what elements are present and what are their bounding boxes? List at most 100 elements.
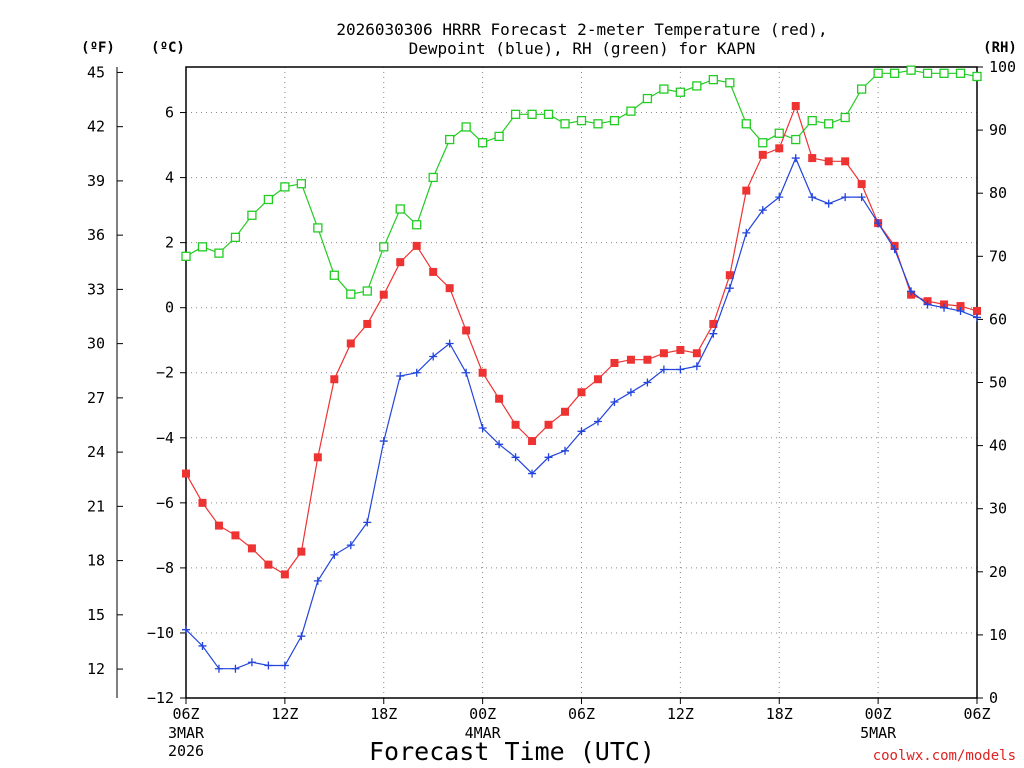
dewpoint-point bbox=[907, 287, 916, 296]
dewpoint-point bbox=[824, 199, 833, 208]
x-date-label: 5MAR bbox=[860, 724, 897, 742]
x-tick-label: 18Z bbox=[370, 705, 397, 723]
celsius-tick-label: −12 bbox=[147, 689, 174, 707]
fahrenheit-tick-label: 39 bbox=[87, 172, 105, 190]
rh-point bbox=[741, 119, 751, 129]
dewpoint-point bbox=[973, 313, 981, 322]
dewpoint-point bbox=[544, 453, 553, 462]
2-meter-temperature-point bbox=[247, 544, 256, 553]
rh-point bbox=[758, 138, 768, 148]
rh-point bbox=[807, 115, 817, 126]
x-date-label: 3MAR bbox=[168, 724, 205, 742]
rh-point bbox=[296, 179, 307, 189]
series-layer bbox=[181, 65, 982, 673]
rh-point bbox=[642, 93, 653, 104]
2-meter-temperature-point bbox=[478, 368, 487, 377]
2-meter-temperature-point bbox=[791, 102, 800, 111]
dewpoint-point bbox=[742, 228, 751, 237]
dewpoint-point bbox=[758, 206, 767, 215]
rh-tick-label: 0 bbox=[989, 689, 998, 707]
dewpoint-point bbox=[363, 518, 372, 527]
2-meter-temperature-point bbox=[214, 521, 223, 530]
celsius-tick-label: 4 bbox=[165, 169, 174, 187]
rh-point bbox=[955, 68, 966, 78]
2-meter-temperature-point bbox=[528, 437, 537, 446]
celsius-tick-label: 2 bbox=[165, 234, 174, 252]
dewpoint-point bbox=[231, 664, 240, 673]
2-meter-temperature-point bbox=[511, 420, 520, 429]
rh-point bbox=[230, 232, 241, 243]
dewpoint-point bbox=[857, 193, 866, 202]
2-meter-temperature-point bbox=[264, 560, 273, 569]
dewpoint-point bbox=[923, 300, 932, 309]
2-meter-temperature-point bbox=[742, 186, 751, 195]
2-meter-temperature-point bbox=[544, 420, 553, 429]
rh-tick-label: 90 bbox=[989, 121, 1007, 139]
2-meter-temperature-point bbox=[659, 349, 668, 358]
rh-point bbox=[791, 134, 801, 145]
2-meter-temperature-point bbox=[775, 144, 784, 153]
2-meter-temperature-point bbox=[973, 306, 981, 315]
rh-point bbox=[626, 106, 636, 116]
dewpoint-point bbox=[429, 352, 438, 361]
fahrenheit-tick-label: 30 bbox=[87, 335, 105, 353]
dewpoint-point bbox=[956, 306, 965, 315]
rh-tick-label: 40 bbox=[989, 437, 1007, 455]
dewpoint-point bbox=[593, 417, 602, 426]
2-meter-temperature-point bbox=[824, 157, 833, 166]
dewpoint-point bbox=[198, 641, 207, 650]
rh-point bbox=[428, 172, 438, 183]
dewpoint-point bbox=[478, 424, 487, 433]
rh-point bbox=[461, 122, 471, 132]
rh-tick-label: 30 bbox=[989, 500, 1007, 518]
fahrenheit-tick-label: 33 bbox=[87, 280, 105, 298]
rh-point bbox=[824, 119, 834, 129]
dewpoint-point bbox=[528, 469, 537, 478]
x-date-label: 4MAR bbox=[465, 724, 502, 742]
celsius-tick-label: −10 bbox=[147, 624, 174, 642]
rh-point bbox=[412, 220, 422, 230]
rh-point bbox=[510, 109, 521, 119]
rh-tick-label: 50 bbox=[989, 374, 1007, 392]
2-meter-temperature-point bbox=[593, 375, 602, 384]
dewpoint-point bbox=[643, 378, 652, 387]
dewpoint-point bbox=[874, 219, 883, 228]
dewpoint-point bbox=[412, 368, 421, 377]
fahrenheit-tick-label: 42 bbox=[87, 118, 105, 136]
dewpoint-point bbox=[214, 664, 223, 673]
rh-unit-label: (RH) bbox=[983, 40, 1017, 56]
rh-point bbox=[494, 131, 504, 142]
rh-point bbox=[346, 289, 356, 299]
2-meter-temperature-point bbox=[231, 531, 240, 540]
rh-point bbox=[560, 119, 570, 129]
celsius-tick-label: 6 bbox=[165, 104, 174, 122]
rh-point bbox=[527, 109, 537, 119]
dewpoint-point bbox=[462, 368, 471, 377]
celsius-tick-label: −2 bbox=[156, 364, 174, 382]
rh-point bbox=[840, 112, 850, 123]
rh-point bbox=[197, 242, 208, 252]
rh-point bbox=[774, 128, 784, 138]
2-meter-temperature-point bbox=[396, 258, 405, 267]
rh-point bbox=[856, 84, 867, 94]
x-year-label: 2026 bbox=[168, 742, 204, 760]
2-meter-temperature-point bbox=[626, 355, 635, 364]
rh-tick-label: 100 bbox=[989, 58, 1016, 76]
rh-point bbox=[576, 115, 587, 126]
rh-point bbox=[543, 109, 554, 119]
rh-point bbox=[609, 115, 620, 126]
rh-point bbox=[313, 223, 323, 233]
grid-lines bbox=[186, 67, 977, 698]
chart-subtitle: Dewpoint (blue), RH (green) for KAPN bbox=[409, 39, 756, 58]
2-meter-temperature-point bbox=[841, 157, 850, 166]
rh-point bbox=[922, 68, 933, 78]
2-meter-temperature-point bbox=[363, 319, 372, 328]
fahrenheit-tick-label: 15 bbox=[87, 606, 105, 624]
dewpoint-point bbox=[280, 661, 289, 670]
2-meter-temperature-point bbox=[643, 355, 652, 364]
celsius-tick-label: −4 bbox=[156, 429, 174, 447]
rh-point bbox=[477, 138, 488, 148]
